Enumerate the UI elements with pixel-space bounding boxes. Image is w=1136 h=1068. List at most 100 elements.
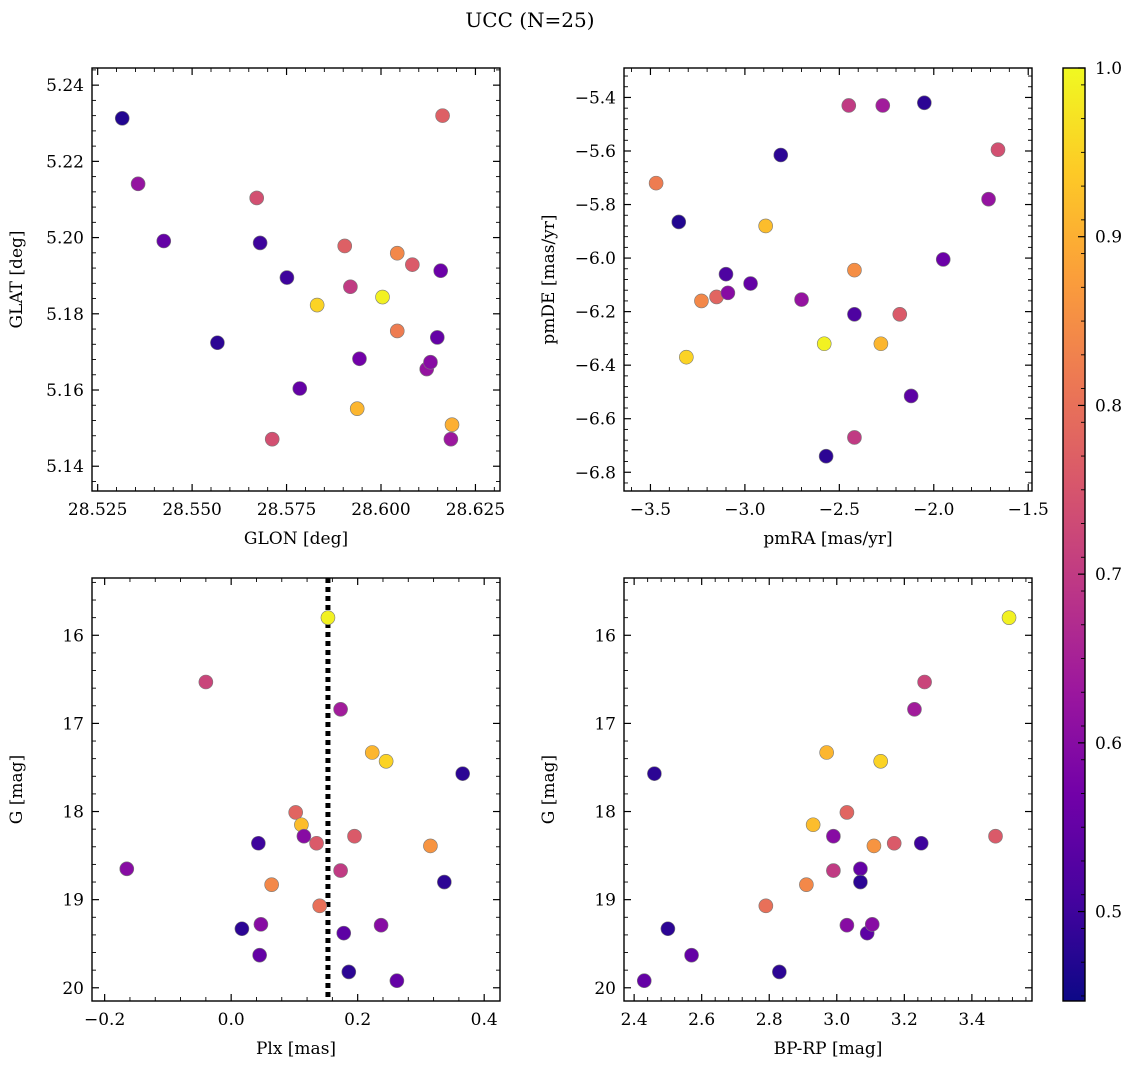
scatter-point — [234, 921, 250, 937]
scatter-point — [279, 270, 295, 285]
y-tick-label: −5.8 — [575, 196, 616, 216]
scatter-point — [636, 973, 652, 989]
axes-frame — [91, 67, 501, 492]
x-tick-label: 0.2 — [344, 1010, 371, 1030]
scatter-point — [252, 947, 267, 963]
scatter-point — [1001, 610, 1017, 625]
scatter-point — [758, 218, 773, 234]
scatter-point — [389, 973, 405, 989]
scatter-point — [826, 863, 841, 878]
scatter-point — [210, 335, 225, 351]
scatter-point — [264, 431, 280, 447]
y-tick-label: 18 — [594, 803, 616, 823]
scatter-point — [892, 307, 908, 322]
scatter-point — [292, 381, 308, 396]
scatter-point — [794, 292, 809, 307]
y-tick-label: −6.6 — [575, 410, 616, 430]
scatter-point — [249, 190, 265, 206]
scatter-point — [352, 351, 367, 367]
x-tick-label: −0.2 — [84, 1010, 125, 1030]
scatter-point — [198, 674, 214, 690]
scatter-point — [718, 266, 734, 282]
scatter-point — [772, 964, 787, 980]
scatter-point — [839, 805, 855, 820]
scatter-point — [853, 874, 868, 890]
scatter-point — [875, 98, 891, 113]
y-tick-label: 19 — [594, 891, 616, 911]
scatter-point — [341, 964, 357, 980]
scatter-point — [799, 877, 814, 892]
scatter-point — [886, 835, 902, 851]
scatter-point — [647, 766, 662, 781]
x-tick-label: 2.6 — [688, 1010, 715, 1030]
scatter-point — [444, 417, 460, 432]
scatter-point — [373, 917, 389, 933]
x-tick-label: −3.0 — [724, 500, 765, 520]
colorbar-gradient — [1063, 68, 1085, 1001]
x-tick-label: 2.4 — [621, 1010, 648, 1030]
scatter-point — [773, 147, 789, 163]
scatter-point — [990, 142, 1006, 157]
y-tick-label: 16 — [594, 626, 616, 646]
scatter-point — [251, 835, 266, 851]
scatter-point — [309, 835, 324, 851]
scatter-point — [349, 401, 365, 416]
y-tick-label: 20 — [594, 979, 616, 999]
scatter-point — [296, 828, 312, 844]
panel-glon-glat: 28.525 28.550 28.575 28.600 28.625 5.14 5.16 5.… — [7, 67, 505, 549]
scatter-point — [429, 330, 445, 345]
scatter-point — [818, 448, 834, 464]
scatter-point — [333, 702, 348, 717]
x-tick-label: 28.525 — [68, 500, 127, 520]
y-tick-label: −5.4 — [575, 88, 616, 108]
colorbar-tick-label: 0.8 — [1095, 396, 1122, 416]
scatter-point — [435, 108, 450, 123]
y-tick-label: −6.4 — [575, 356, 616, 376]
scatter-point — [437, 874, 452, 890]
scatter-point — [378, 753, 394, 769]
scatter-point — [873, 336, 889, 352]
x-axis-label: GLON [deg] — [244, 529, 348, 549]
colorbar-tick-label: 0.9 — [1095, 228, 1122, 248]
colorbar-tick-label: 1.0 — [1095, 59, 1122, 79]
axes-frame — [623, 67, 1033, 492]
y-tick-label: −5.6 — [575, 142, 616, 162]
x-tick-label: −2.0 — [913, 500, 954, 520]
scatter-point — [819, 745, 834, 760]
scatter-point — [847, 430, 862, 445]
scatter-point — [758, 898, 774, 914]
scatter-point — [671, 214, 687, 230]
y-axis-label: G [mag] — [539, 755, 559, 824]
scatter-point — [866, 838, 882, 854]
scatter-point — [913, 835, 929, 851]
x-tick-label: 3.0 — [823, 1010, 850, 1030]
x-tick-label: 28.625 — [446, 500, 505, 520]
panel-plx-g: −0.2 0.0 0.2 0.4 16 17 18 19 20 Plx [mas] G [mag] — [7, 577, 501, 1059]
scatter-point — [847, 262, 862, 278]
colorbar-tick-label: 0.7 — [1095, 565, 1122, 585]
scatter-point — [389, 323, 405, 339]
x-tick-label: 0.0 — [218, 1010, 245, 1030]
y-tick-label: −6.0 — [575, 249, 616, 269]
colorbar-tick-label: 0.6 — [1095, 734, 1122, 754]
figure-title: UCC (N=25) — [465, 8, 594, 32]
scatter-point — [917, 674, 932, 690]
scatter-point — [455, 766, 470, 781]
y-tick-label: 17 — [594, 714, 616, 734]
axes-frame — [623, 577, 1033, 1002]
y-tick-label: 5.24 — [46, 76, 84, 96]
scatter-point — [375, 289, 390, 305]
scatter-point — [156, 233, 172, 249]
scatter-point — [660, 921, 676, 937]
scatter-point — [679, 349, 694, 365]
scatter-point — [826, 828, 841, 844]
scatter-point — [423, 838, 438, 854]
scatter-point — [252, 235, 268, 251]
scatter-point — [864, 917, 880, 932]
y-tick-label: 5.16 — [46, 381, 84, 401]
x-tick-label: 3.4 — [958, 1010, 985, 1030]
scatter-point — [720, 285, 736, 301]
scatter-point — [253, 917, 269, 932]
y-tick-label: 18 — [62, 803, 84, 823]
